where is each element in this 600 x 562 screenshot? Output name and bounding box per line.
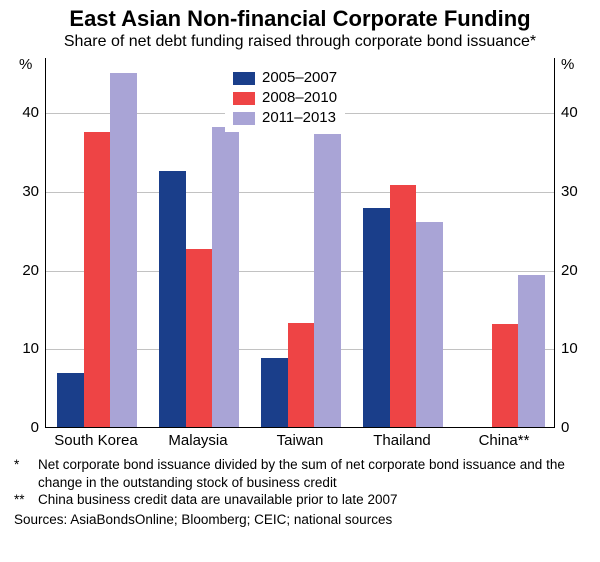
ytick-left: 0	[11, 419, 39, 436]
legend-label: 2005–2007	[262, 68, 337, 88]
bar	[261, 358, 288, 427]
bar	[84, 132, 111, 427]
bar	[518, 275, 545, 427]
footnote-text: Net corporate bond issuance divided by t…	[38, 456, 586, 491]
legend-item: 2008–2010	[233, 88, 337, 108]
ytick-left: 40	[11, 104, 39, 121]
footnotes: *Net corporate bond issuance divided by …	[14, 456, 586, 528]
xtick-label: Taiwan	[249, 432, 351, 449]
bar	[363, 208, 390, 427]
xtick-label: South Korea	[45, 432, 147, 449]
bar	[57, 373, 84, 427]
bar	[314, 134, 341, 427]
legend-swatch	[233, 92, 255, 105]
ytick-left: 20	[11, 262, 39, 279]
bar	[492, 324, 519, 427]
ytick-right: 20	[561, 262, 578, 279]
legend-item: 2011–2013	[233, 108, 337, 128]
footnote-text: China business credit data are unavailab…	[38, 491, 586, 509]
ytick-left: 30	[11, 183, 39, 200]
ytick-left: 10	[11, 340, 39, 357]
chart-container: East Asian Non-financial Corporate Fundi…	[0, 0, 600, 562]
legend-swatch	[233, 72, 255, 85]
footnote: *Net corporate bond issuance divided by …	[14, 456, 586, 491]
bar	[288, 323, 315, 427]
bar	[186, 249, 213, 427]
xtick-label: Thailand	[351, 432, 453, 449]
xtick-label: Malaysia	[147, 432, 249, 449]
yaxis-unit-right: %	[561, 56, 574, 73]
footnote-key: **	[14, 491, 38, 509]
legend-swatch	[233, 112, 255, 125]
ytick-right: 40	[561, 104, 578, 121]
chart-subtitle: Share of net debt funding raised through…	[0, 33, 600, 51]
footnote: **China business credit data are unavail…	[14, 491, 586, 509]
ytick-right: 10	[561, 340, 578, 357]
legend-item: 2005–2007	[233, 68, 337, 88]
bar	[159, 171, 186, 427]
xtick-label: China**	[453, 432, 555, 449]
sources: Sources: AsiaBondsOnline; Bloomberg; CEI…	[14, 511, 586, 529]
bar	[390, 185, 417, 427]
ytick-right: 0	[561, 419, 569, 436]
ytick-right: 30	[561, 183, 578, 200]
legend-label: 2008–2010	[262, 88, 337, 108]
bar	[416, 222, 443, 427]
chart-title: East Asian Non-financial Corporate Fundi…	[0, 6, 600, 32]
bar	[110, 73, 137, 427]
footnote-key: *	[14, 456, 38, 491]
legend-label: 2011–2013	[262, 108, 336, 128]
yaxis-unit-left: %	[19, 56, 32, 73]
bar	[212, 127, 239, 427]
legend: 2005–20072008–20102011–2013	[225, 64, 345, 132]
